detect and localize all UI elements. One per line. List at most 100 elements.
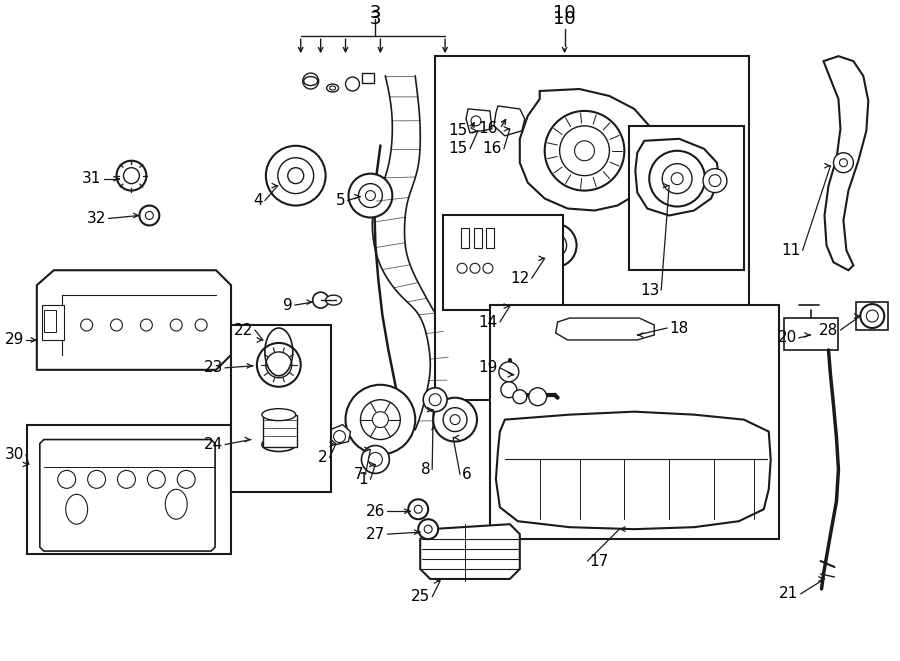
Ellipse shape <box>326 295 342 305</box>
Circle shape <box>418 519 438 539</box>
Polygon shape <box>824 56 868 270</box>
Text: 2: 2 <box>318 450 328 465</box>
Text: 8: 8 <box>420 462 430 477</box>
Bar <box>363 73 374 83</box>
Circle shape <box>550 241 560 251</box>
Circle shape <box>81 319 93 331</box>
Polygon shape <box>420 524 520 579</box>
Ellipse shape <box>303 77 318 85</box>
Circle shape <box>840 159 848 167</box>
Ellipse shape <box>312 449 325 459</box>
Circle shape <box>671 173 683 184</box>
Bar <box>44 310 56 332</box>
Text: 24: 24 <box>203 437 223 452</box>
Ellipse shape <box>262 438 296 451</box>
Circle shape <box>358 184 382 208</box>
Text: 10: 10 <box>554 11 576 28</box>
Text: 18: 18 <box>670 321 688 336</box>
Circle shape <box>362 446 390 473</box>
Polygon shape <box>328 424 350 444</box>
Circle shape <box>414 505 422 513</box>
Circle shape <box>471 116 481 126</box>
Circle shape <box>501 382 517 398</box>
Text: 31: 31 <box>82 171 102 186</box>
Circle shape <box>560 126 609 176</box>
Circle shape <box>424 525 432 533</box>
Ellipse shape <box>262 408 296 420</box>
Text: 9: 9 <box>283 297 293 313</box>
Text: 15: 15 <box>449 141 468 156</box>
Text: 13: 13 <box>640 283 659 297</box>
Bar <box>629 126 744 270</box>
Bar <box>443 215 562 310</box>
Polygon shape <box>40 440 215 551</box>
Text: 22: 22 <box>234 323 253 338</box>
Text: 27: 27 <box>366 527 385 541</box>
Circle shape <box>87 471 105 488</box>
Text: 14: 14 <box>479 315 498 330</box>
Text: 12: 12 <box>510 271 530 286</box>
Circle shape <box>361 400 400 440</box>
Circle shape <box>302 73 319 89</box>
Text: 10: 10 <box>554 5 576 22</box>
Circle shape <box>703 169 727 192</box>
Polygon shape <box>494 106 525 136</box>
Bar <box>474 229 482 249</box>
Bar <box>490 305 778 539</box>
Ellipse shape <box>329 86 336 90</box>
Polygon shape <box>496 412 770 529</box>
Circle shape <box>177 471 195 488</box>
Bar <box>27 424 231 554</box>
Circle shape <box>867 310 878 322</box>
Circle shape <box>195 319 207 331</box>
Text: 23: 23 <box>203 360 223 375</box>
Circle shape <box>574 141 595 161</box>
Circle shape <box>483 263 493 273</box>
Circle shape <box>116 161 147 190</box>
Text: 3: 3 <box>370 5 382 22</box>
Circle shape <box>346 77 359 91</box>
Circle shape <box>833 153 853 173</box>
Circle shape <box>123 168 140 184</box>
Text: 5: 5 <box>336 193 346 208</box>
Circle shape <box>533 223 577 267</box>
Bar <box>436 56 749 400</box>
Circle shape <box>662 164 692 194</box>
Polygon shape <box>466 109 492 133</box>
Circle shape <box>709 175 721 186</box>
Circle shape <box>433 398 477 442</box>
Polygon shape <box>37 270 231 370</box>
Circle shape <box>146 212 153 219</box>
Circle shape <box>529 388 546 406</box>
Text: 1: 1 <box>359 472 368 487</box>
Text: 17: 17 <box>590 553 608 568</box>
Circle shape <box>429 394 441 406</box>
Circle shape <box>118 471 135 488</box>
Polygon shape <box>555 318 654 340</box>
Circle shape <box>373 412 389 428</box>
Text: 16: 16 <box>482 141 502 156</box>
Bar <box>231 325 330 492</box>
Bar <box>41 305 64 340</box>
Circle shape <box>278 158 314 194</box>
Circle shape <box>649 151 705 206</box>
Circle shape <box>346 385 415 455</box>
Text: 19: 19 <box>479 360 498 375</box>
Bar <box>263 414 297 447</box>
Text: 15: 15 <box>449 124 468 138</box>
Polygon shape <box>635 139 719 215</box>
Text: 20: 20 <box>778 330 796 346</box>
Circle shape <box>409 499 428 519</box>
Text: 25: 25 <box>411 590 430 604</box>
Text: 11: 11 <box>781 243 801 258</box>
Circle shape <box>170 319 182 331</box>
Circle shape <box>543 233 567 257</box>
Circle shape <box>256 343 301 387</box>
Circle shape <box>288 168 303 184</box>
Text: 30: 30 <box>4 447 24 462</box>
Circle shape <box>470 263 480 273</box>
Text: 32: 32 <box>87 211 106 226</box>
Bar <box>486 229 494 249</box>
Ellipse shape <box>66 494 87 524</box>
Circle shape <box>457 263 467 273</box>
